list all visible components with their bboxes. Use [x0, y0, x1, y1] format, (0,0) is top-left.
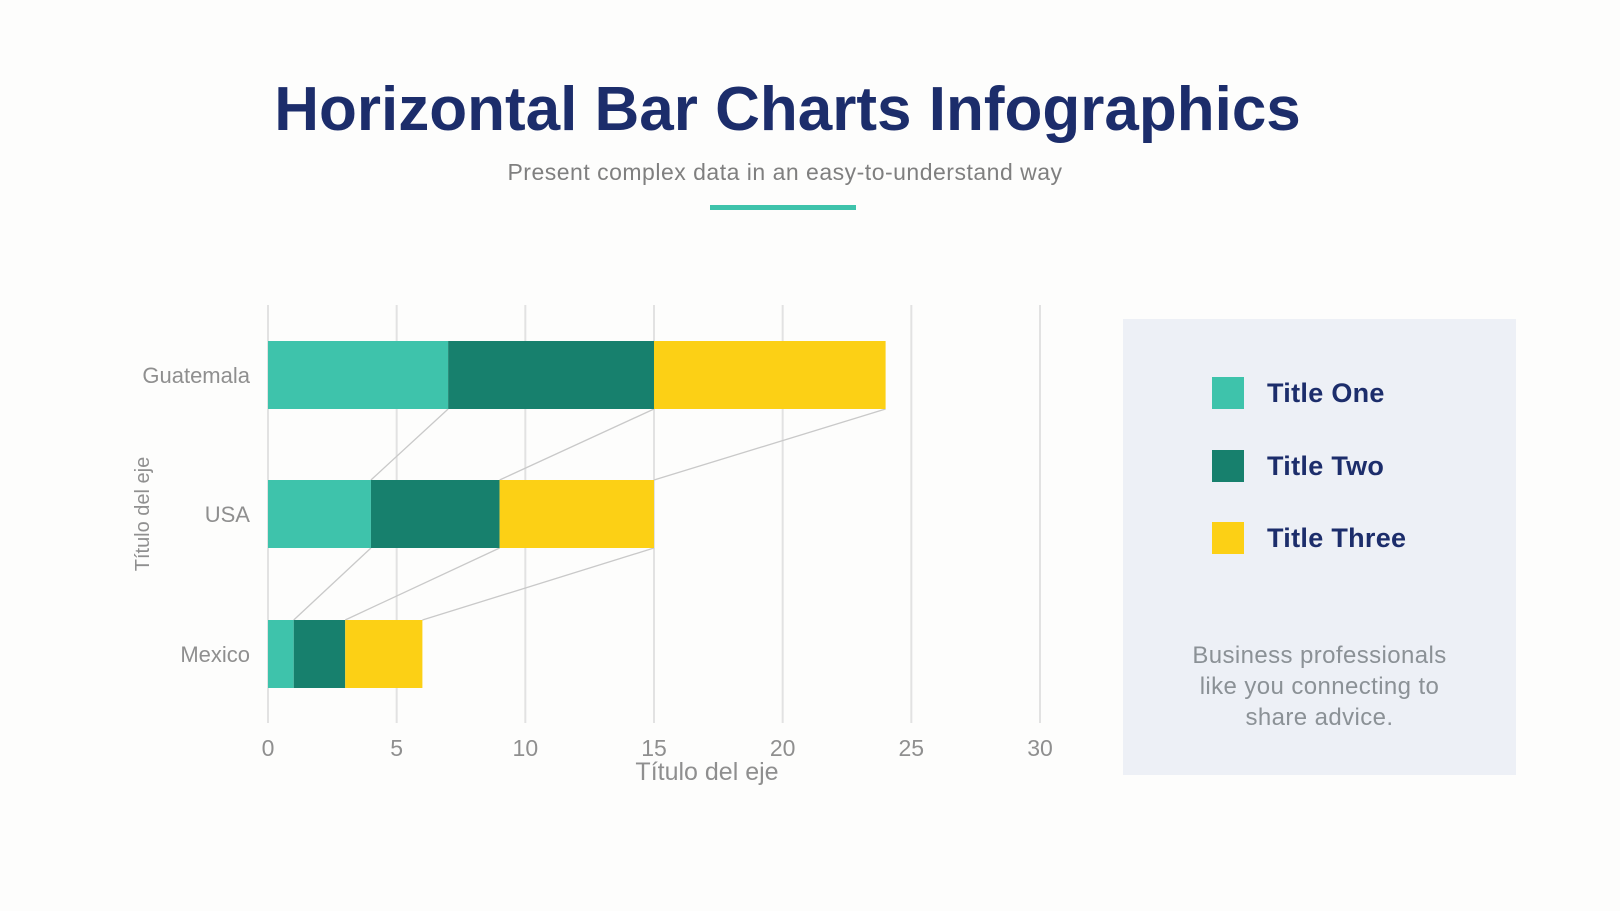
bar-segment-usa [370, 480, 500, 548]
legend-item-title-one: Title One [1212, 377, 1385, 409]
bar-segment-guatemala [268, 341, 449, 409]
legend-label: Title Three [1267, 522, 1407, 553]
bar-segment-mexico [268, 620, 294, 688]
title-divider-accent [710, 205, 856, 210]
bar-segment-mexico [345, 620, 423, 688]
legend-note-line: Business professionals [1192, 642, 1447, 669]
legend-item-title-two: Title Two [1212, 450, 1384, 482]
category-label: Mexico [180, 642, 250, 667]
series-connector-line [370, 408, 449, 481]
x-tick-label: 30 [1027, 735, 1053, 761]
x-tick-label: 25 [899, 735, 925, 761]
legend-note: Business professionals like you connecti… [1123, 640, 1516, 733]
series-connector-line [293, 547, 372, 621]
x-axis-title: Título del eje [635, 758, 779, 786]
page-title: Horizontal Bar Charts Infographics [274, 75, 1301, 144]
x-tick-label: 10 [513, 735, 539, 761]
legend-swatch-title-one-icon [1212, 377, 1244, 409]
series-connector-line [344, 547, 500, 621]
legend-label: Title One [1267, 377, 1385, 408]
legend-item-title-three: Title Three [1212, 522, 1406, 554]
x-tick-label: 0 [262, 735, 275, 761]
y-axis-title: Título del eje [132, 456, 154, 572]
bar-segment-usa [499, 480, 654, 548]
series-connector-line [422, 547, 655, 621]
bar-segment-mexico [293, 620, 346, 688]
legend-panel: Title One Title Two Title Three Business… [1123, 319, 1516, 775]
legend-note-line: share advice. [1245, 704, 1394, 731]
legend-swatch-title-two-icon [1212, 450, 1244, 482]
x-tick-label: 15 [641, 735, 667, 761]
legend-swatch-title-three-icon [1212, 522, 1244, 554]
legend-note-line: like you connecting to [1199, 673, 1440, 700]
legend-label: Title Two [1267, 450, 1385, 481]
category-label: Guatemala [142, 363, 250, 388]
x-tick-label: 5 [390, 735, 403, 761]
bar-segment-guatemala [653, 341, 886, 409]
series-connector-line [499, 408, 655, 481]
bar-segment-guatemala [448, 341, 654, 409]
bar-segment-usa [268, 480, 371, 548]
category-label: USA [205, 502, 251, 527]
x-tick-label: 20 [770, 735, 796, 761]
page-subtitle: Present complex data in an easy-to-under… [507, 159, 1063, 185]
series-connector-line [653, 408, 886, 481]
